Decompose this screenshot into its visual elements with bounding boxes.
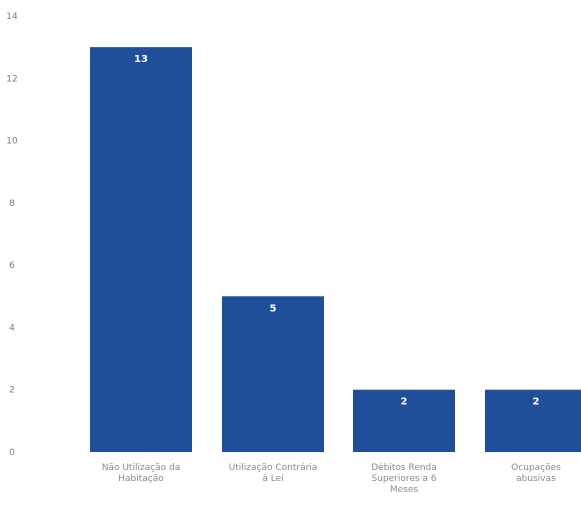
x-category-label-line: à Lei (262, 474, 283, 484)
y-tick-label: 6 (9, 261, 15, 271)
x-category-label: Ocupações abusivas (511, 463, 561, 484)
y-tick-label: 4 (9, 323, 15, 333)
x-category-label: Utilização Contrária à Lei (229, 463, 318, 484)
x-category-label-line: Meses (390, 485, 419, 495)
bar (222, 296, 324, 452)
bar (353, 389, 455, 452)
y-tick-label: 0 (9, 448, 15, 458)
x-category-label-line: Superiores a 6 (371, 474, 436, 484)
x-category-label-line: Ocupações (511, 463, 561, 473)
bar-data-label: 5 (270, 303, 277, 314)
x-category-label: Não Utilização da Habitação (102, 463, 181, 484)
x-category-label-line: Utilização Contrária (229, 463, 318, 473)
x-category-label: Débitos Renda Superiores a 6 Meses (371, 462, 437, 495)
y-tick-label: 12 (6, 74, 17, 84)
bar-data-label: 13 (134, 54, 148, 65)
y-tick-label: 2 (9, 386, 15, 396)
x-category-label-line: Débitos Renda (371, 462, 437, 473)
bar-data-label: 2 (401, 397, 408, 408)
x-category-label-line: abusivas (516, 474, 556, 484)
bar (90, 47, 192, 453)
bar (485, 389, 581, 452)
y-tick-label: 10 (6, 137, 18, 147)
y-tick-label: 14 (6, 12, 18, 22)
y-tick-label: 8 (9, 199, 15, 209)
x-category-label-line: Não Utilização da (102, 463, 181, 473)
bar-data-label: 2 (533, 397, 540, 408)
x-category-label-line: Habitação (118, 474, 164, 484)
